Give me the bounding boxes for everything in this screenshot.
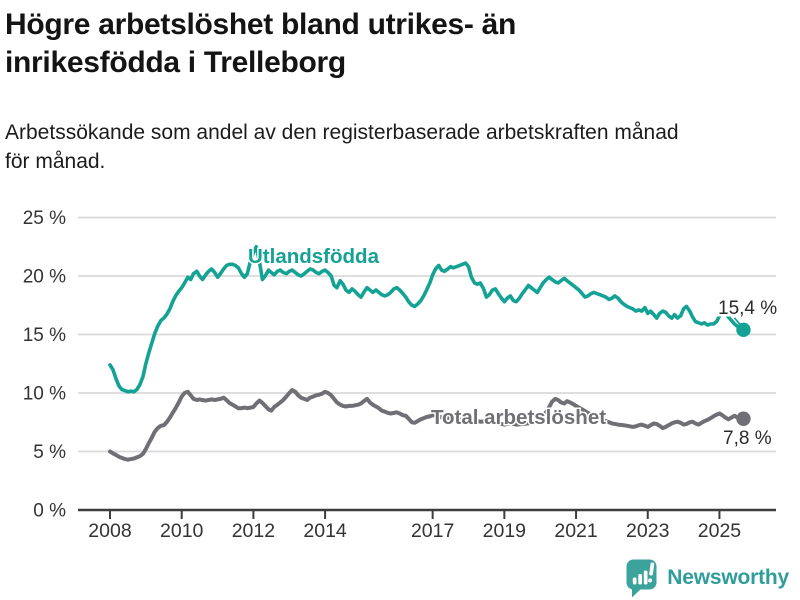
series-line-total xyxy=(108,388,746,462)
y-tick-label-25: 25 % xyxy=(23,208,66,229)
x-tick-label-2010: 2010 xyxy=(160,520,204,542)
x-tick-label-2021: 2021 xyxy=(554,520,597,542)
y-tick-label-0: 0 % xyxy=(33,501,66,522)
series-label-total: Total arbetslöshet xyxy=(431,406,606,429)
x-tick-label-2012: 2012 xyxy=(232,520,275,542)
x-tick-label-2023: 2023 xyxy=(626,520,669,542)
x-tick-label-2025: 2025 xyxy=(698,520,742,542)
latest-value-label-utlandsfodda: 15,4 % xyxy=(718,298,777,319)
newsworthy-bar-chart-bubble-icon xyxy=(626,559,657,598)
x-tick-label-2019: 2019 xyxy=(483,520,526,542)
y-tick-label-10: 10 % xyxy=(23,384,66,405)
x-tick-label-2014: 2014 xyxy=(303,520,347,542)
page-subtitle: Arbetssökande som andel av den registerb… xyxy=(5,121,679,173)
x-tick-label-2017: 2017 xyxy=(411,520,454,542)
y-tick-label-15: 15 % xyxy=(23,325,66,346)
x-tick-label-2008: 2008 xyxy=(88,520,131,542)
y-tick-label-5: 5 % xyxy=(33,442,66,463)
newsworthy-logo: Newsworthy xyxy=(625,558,789,598)
series-label-utlandsfodda: Utlandsfödda xyxy=(248,245,380,268)
y-tick-label-20: 20 % xyxy=(23,267,66,288)
series-end-dot-utlandsfodda xyxy=(736,322,751,338)
unemployment-line-chart: 0 % 5 % 10 % 15 % 20 % 25 % 2008 2010 2012 2014 20… xyxy=(23,208,780,542)
series-line-utlandsfodda xyxy=(108,245,746,394)
page-title: Högre arbetslöshet bland utrikes- än inr… xyxy=(5,8,516,80)
series-end-dot-total xyxy=(736,411,751,426)
brand-name: Newsworthy xyxy=(667,566,789,589)
latest-value-label-total: 7,8 % xyxy=(723,428,772,449)
